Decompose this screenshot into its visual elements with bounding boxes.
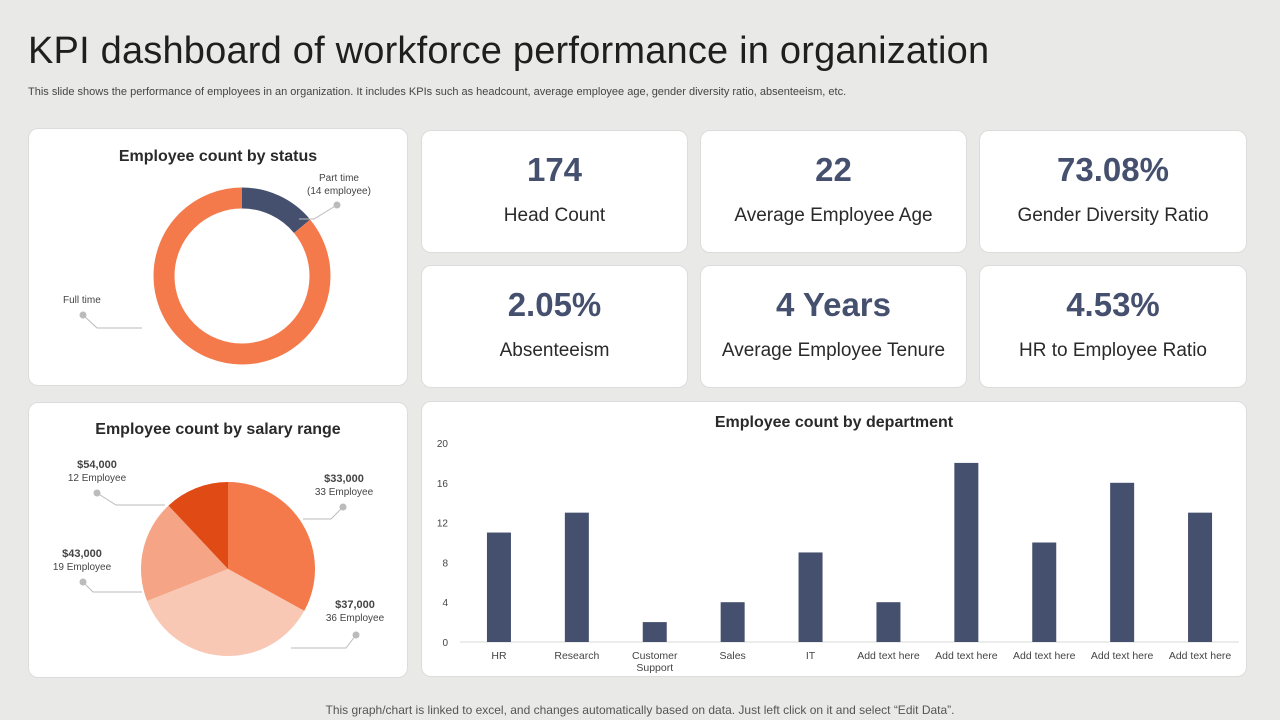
salary-54000-sublabel: 12 Employee <box>68 473 127 484</box>
bar-sales <box>720 602 745 642</box>
x-tick-label: Customer <box>632 650 678 662</box>
x-tick-label: IT <box>806 650 816 662</box>
salary-card: Employee count by salary range $33,000 3… <box>28 402 408 678</box>
part-time-label: Part time <box>319 173 359 184</box>
pie-slice-43-000 <box>141 505 228 602</box>
part-time-leader <box>299 204 338 220</box>
salary-43000-label: $43,000 <box>62 548 102 560</box>
page-subtitle: This slide shows the performance of empl… <box>28 86 847 98</box>
kpi-label: Gender Diversity Ratio <box>1017 205 1209 226</box>
part-time-leader-dot <box>333 201 341 209</box>
kpi-label: Absenteeism <box>499 340 610 361</box>
pie-slice-54-000 <box>168 482 228 569</box>
x-tick-label: Sales <box>720 650 746 662</box>
department-card: Employee count by department 0 4 8 12 16 20 H… <box>421 401 1247 677</box>
x-tick-label: Support <box>636 662 673 674</box>
bar-it <box>798 552 823 642</box>
x-tick-label: HR <box>491 650 507 662</box>
salary-37000-sublabel: 36 Employee <box>326 613 385 624</box>
page-title: KPI dashboard of workforce performance i… <box>28 30 990 72</box>
full-time-leader-dot <box>79 311 87 319</box>
status-card: Employee count by status Part time (14 e… <box>28 128 408 386</box>
status-chart-title: Employee count by status <box>118 148 318 165</box>
salary-37000-label: $37,000 <box>335 599 375 611</box>
kpi-card-hr-ratio: 4.53% HR to Employee Ratio <box>979 265 1247 388</box>
bar-add-text-here <box>876 602 901 642</box>
pie-slice-33-000 <box>228 482 315 611</box>
x-tick-label: Research <box>554 650 599 662</box>
y-tick-label: 12 <box>437 519 449 530</box>
salary-pie-chart: $33,000 33 Employee $37,000 36 Employee … <box>53 459 385 656</box>
donut-slice-full-time <box>153 187 331 365</box>
y-tick-label: 4 <box>442 598 448 609</box>
kpi-card-tenure: 4 Years Average Employee Tenure <box>700 265 967 388</box>
salary-33000-leader <box>303 506 344 520</box>
salary-33000-sublabel: 33 Employee <box>315 487 374 498</box>
kpi-label: Head Count <box>503 205 606 226</box>
footer-note: This graph/chart is linked to excel, and… <box>325 703 955 717</box>
kpi-value: 174 <box>526 151 583 188</box>
kpi-card-average-age: 22 Average Employee Age <box>700 130 967 253</box>
salary-chart-title: Employee count by salary range <box>95 421 341 438</box>
y-tick-label: 8 <box>442 558 448 569</box>
y-tick-label: 20 <box>437 439 449 450</box>
salary-33000-label: $33,000 <box>324 473 364 485</box>
x-tick-label: Add text here <box>935 650 998 662</box>
status-donut-chart: Part time (14 employee) Full time <box>63 173 371 365</box>
pie-slice-37-000 <box>147 569 305 656</box>
bar-add-text-here <box>954 462 979 642</box>
kpi-card-absenteeism: 2.05% Absenteeism <box>421 265 688 388</box>
kpi-label: HR to Employee Ratio <box>1019 340 1207 361</box>
salary-43000-sublabel: 19 Employee <box>53 562 112 573</box>
bar-add-text-here <box>1110 482 1135 642</box>
salary-54000-leader <box>96 492 165 506</box>
x-tick-label: Add text here <box>1013 650 1076 662</box>
salary-37000-leader <box>291 634 357 649</box>
x-tick-label: Add text here <box>857 650 920 662</box>
salary-54000-leader-dot <box>93 489 101 497</box>
bar-add-text-here <box>1188 512 1213 642</box>
kpi-card-gender-diversity: 73.08% Gender Diversity Ratio <box>979 130 1247 253</box>
salary-54000-label: $54,000 <box>77 459 117 471</box>
kpi-value: 4 Years <box>775 286 892 323</box>
bar-hr <box>486 532 511 642</box>
full-time-leader <box>82 314 142 329</box>
bar-customer-support <box>642 622 667 642</box>
department-chart-title: Employee count by department <box>714 414 954 431</box>
salary-33000-leader-dot <box>339 503 347 511</box>
salary-43000-leader-dot <box>79 578 87 586</box>
kpi-value: 22 <box>815 151 852 188</box>
x-tick-label: Add text here <box>1169 650 1232 662</box>
salary-37000-leader-dot <box>352 631 360 639</box>
bar-research <box>564 512 589 642</box>
y-tick-label: 0 <box>442 638 448 649</box>
salary-43000-leader <box>82 581 142 593</box>
kpi-label: Average Employee Age <box>734 205 933 226</box>
full-time-label: Full time <box>63 295 101 306</box>
kpi-card-head-count: 174 Head Count <box>421 130 688 253</box>
y-tick-label: 16 <box>437 479 449 490</box>
bar-add-text-here <box>1032 542 1057 642</box>
kpi-label: Average Employee Tenure <box>721 340 946 361</box>
kpi-value: 4.53% <box>1066 286 1160 323</box>
kpi-value: 2.05% <box>507 286 602 323</box>
kpi-value: 73.08% <box>1057 151 1169 188</box>
part-time-sublabel: (14 employee) <box>307 186 371 197</box>
x-tick-label: Add text here <box>1091 650 1154 662</box>
